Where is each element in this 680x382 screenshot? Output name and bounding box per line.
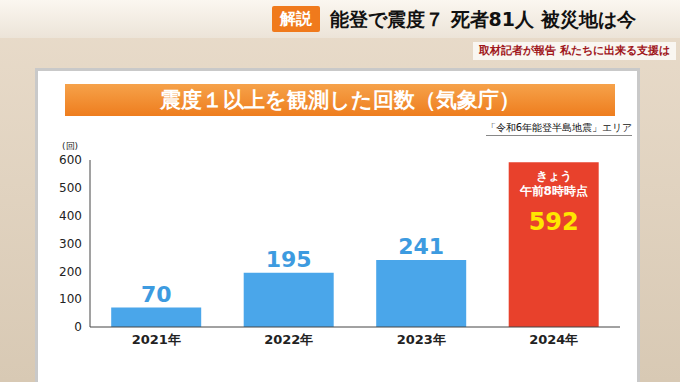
- svg-text:300: 300: [59, 237, 82, 251]
- html-text:解説: 解説: [280, 9, 312, 28]
- html-text:能登で震度７ 死者81人 被災地は今: 能登で震度７ 死者81人 被災地は今: [330, 8, 636, 30]
- svg-text:100: 100: [59, 292, 82, 306]
- svg-text:600: 600: [59, 153, 82, 167]
- svg-text:592: 592: [529, 208, 579, 236]
- svg-text:200: 200: [59, 265, 82, 279]
- svg-text:0: 0: [74, 320, 82, 334]
- svg-text:2024年: 2024年: [529, 332, 578, 347]
- svg-text:2022年: 2022年: [264, 332, 313, 347]
- html-text:取材記者が報告 私たちに出来る支援は: 取材記者が報告 私たちに出来る支援は: [479, 44, 670, 57]
- html-text:震度１以上を観測した回数（気象庁）: 震度１以上を観測した回数（気象庁）: [160, 88, 520, 112]
- svg-text:2021年: 2021年: [132, 332, 181, 347]
- svg-text:500: 500: [59, 181, 82, 195]
- svg-text:午前8時時点: 午前8時時点: [519, 184, 588, 198]
- svg-text:195: 195: [266, 247, 312, 272]
- svg-text:2023年: 2023年: [397, 332, 446, 347]
- html-text:(回): (回): [62, 141, 78, 151]
- svg-text:きょう: きょう: [536, 169, 572, 183]
- svg-text:241: 241: [398, 234, 444, 259]
- html-text:「令和6年能登半島地震」エリア: 「令和6年能登半島地震」エリア: [485, 122, 632, 133]
- svg-text:70: 70: [141, 282, 172, 307]
- svg-text:400: 400: [59, 209, 82, 223]
